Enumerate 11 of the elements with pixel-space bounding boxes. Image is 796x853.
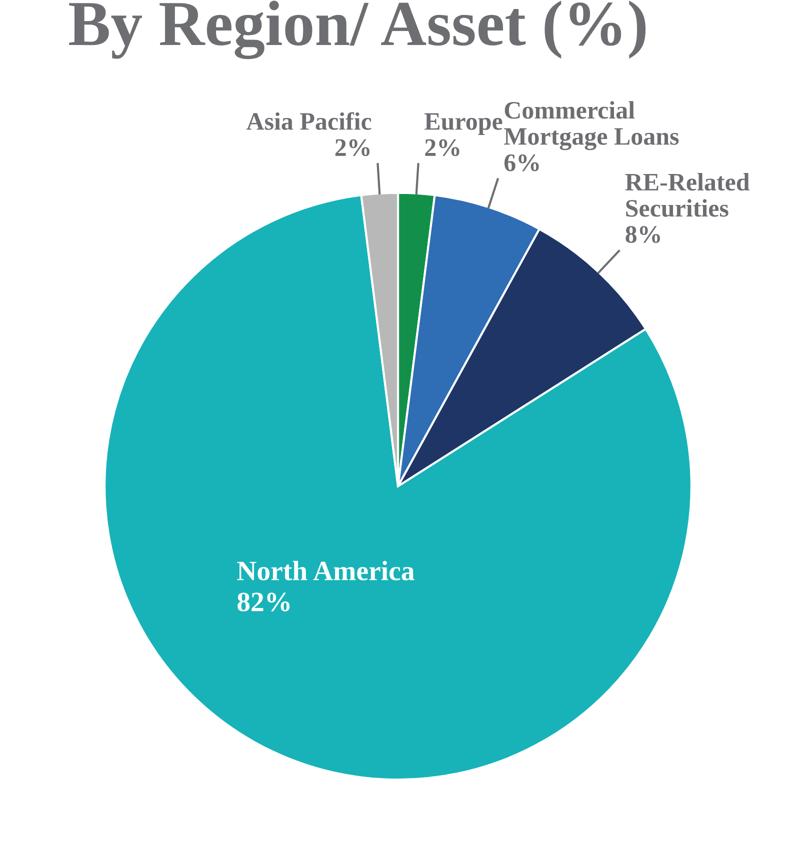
data-label: 82% [238,592,290,612]
slice-label: RE-Related Securities [625,173,750,217]
slice-label: Asia Pacific [246,112,372,130]
data-label: 2% [425,139,460,156]
data-label: 6% [504,154,539,172]
slice-label: Europe [424,113,502,135]
data-label: 8% [626,226,660,243]
slice-label: North America [237,560,414,580]
slice-label: Commercial Mortgage Loans [504,101,679,150]
chart-title: By Region/ Asset (%) [69,0,646,60]
data-label: 2% [335,139,370,156]
